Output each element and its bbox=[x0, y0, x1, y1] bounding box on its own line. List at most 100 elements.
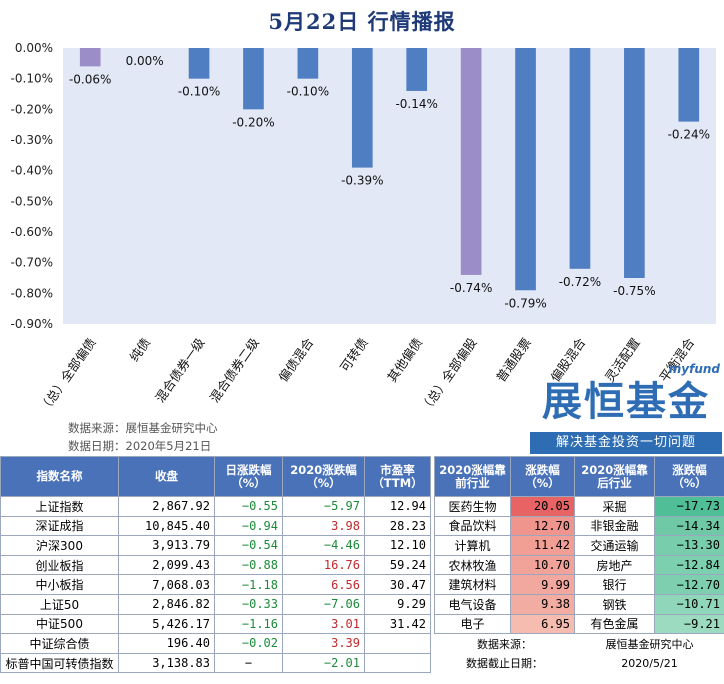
index-ytd-change-cell: 3.01 bbox=[282, 613, 365, 635]
sector-row: 医药生物 20.05 采掘 −17.73 bbox=[434, 496, 724, 517]
index-name-cell: 中小板指 bbox=[0, 574, 119, 595]
top-sector-name-cell: 电气设备 bbox=[434, 593, 511, 615]
index-close-cell: 2,867.92 bbox=[118, 496, 215, 517]
index-name-cell: 标普中国可转债指数 bbox=[0, 652, 119, 674]
y-tick-label: -0.60% bbox=[11, 225, 53, 239]
bar bbox=[406, 48, 428, 91]
index-pe-cell bbox=[364, 633, 431, 654]
bar-data-label: -0.74% bbox=[450, 281, 492, 295]
index-row: 沪深300 3,913.79 −0.54 −4.46 12.10 bbox=[0, 535, 431, 556]
index-row: 创业板指 2,099.43 −0.88 16.76 59.24 bbox=[0, 554, 431, 576]
index-ytd-change-cell: 3.98 bbox=[282, 515, 365, 537]
index-row: 标普中国可转债指数 3,138.83− −2.01 bbox=[0, 652, 431, 674]
bar-data-label: -0.10% bbox=[178, 85, 220, 99]
index-day-change-cell: −0.55 bbox=[214, 496, 283, 517]
index-ytd-change-cell: 16.76 bbox=[282, 554, 365, 576]
top-sector-name-cell: 农林牧渔 bbox=[434, 554, 511, 576]
bar bbox=[79, 48, 101, 67]
index-close-cell: 10,845.40 bbox=[118, 515, 215, 537]
index-pe-cell: 31.42 bbox=[364, 613, 431, 635]
sector-table: 2020涨幅靠前行业 涨跌幅（%） 2020涨幅靠后行业 涨跌幅（%） 医药生物… bbox=[434, 456, 724, 673]
index-name-cell: 沪深300 bbox=[0, 535, 119, 556]
index-name-cell: 上证50 bbox=[0, 593, 119, 615]
bar bbox=[243, 48, 264, 110]
header-day-change: 日涨跌幅（%） bbox=[214, 456, 283, 497]
index-name-cell: 深证成指 bbox=[0, 515, 119, 537]
y-tick-label: -0.70% bbox=[11, 256, 53, 270]
index-name-cell: 中证500 bbox=[0, 613, 119, 635]
header-close: 收盘 bbox=[118, 456, 215, 497]
top-sector-change-cell: 10.70 bbox=[510, 554, 575, 576]
sector-footer-date: 数据截止日期： 2020/5/21 bbox=[435, 653, 724, 673]
bottom-sector-name-cell: 采掘 bbox=[574, 496, 655, 517]
top-sector-change-cell: 9.38 bbox=[510, 593, 575, 615]
x-tick-label: （总）全部偏股 bbox=[417, 335, 480, 416]
index-row: 上证指数 2,867.92 −0.55 −5.97 12.94 bbox=[0, 496, 431, 517]
sector-footer-source: 数据来源： 展恒基金研究中心 bbox=[435, 634, 724, 654]
x-tick-label: 可转债 bbox=[337, 335, 371, 374]
bottom-sector-name-cell: 银行 bbox=[574, 574, 655, 595]
index-day-change-cell: −0.54 bbox=[214, 535, 283, 556]
logo-main-text: 展恒基金 bbox=[542, 379, 710, 425]
index-name-cell: 创业板指 bbox=[0, 554, 119, 576]
index-day-change-cell: −1.18 bbox=[214, 574, 283, 595]
index-day-change-cell: −0.33 bbox=[214, 593, 283, 615]
top-sector-change-cell: 9.99 bbox=[510, 574, 575, 595]
brand-logo: myfund 展恒基金 解决基金投资一切问题 bbox=[524, 362, 724, 458]
bar-data-label: -0.75% bbox=[613, 284, 655, 298]
index-ytd-change-cell: −4.46 bbox=[282, 535, 365, 556]
top-sector-change-cell: 20.05 bbox=[510, 496, 575, 517]
header-ytd-change: 2020涨跌幅（%） bbox=[282, 456, 365, 497]
bottom-sector-name-cell: 非银金融 bbox=[574, 515, 655, 537]
bar bbox=[678, 48, 700, 122]
index-pe-cell: 9.29 bbox=[364, 593, 431, 615]
bar-data-label: -0.20% bbox=[232, 115, 274, 129]
bar bbox=[460, 48, 482, 275]
index-name-cell: 上证指数 bbox=[0, 496, 119, 517]
source-note: 数据来源：展恒基金研究中心 bbox=[68, 421, 218, 435]
index-table-header: 指数名称 收盘 日涨跌幅（%） 2020涨跌幅（%） 市盈率（TTM） bbox=[0, 456, 431, 497]
bar bbox=[515, 48, 536, 291]
fund-category-bar-chart: 0.00% -0.10% -0.20% -0.30% -0.40% -0.50% -0.60… bbox=[11, 41, 716, 416]
sector-footer-source-label: 数据来源： bbox=[477, 637, 532, 651]
x-tick-label: 纯债 bbox=[126, 335, 153, 364]
y-tick-label: -0.10% bbox=[11, 72, 53, 86]
sector-row: 计算机 11.42 交通运输 −13.30 bbox=[434, 535, 724, 556]
header-bottom-change: 涨跌幅（%） bbox=[654, 456, 724, 497]
sector-table-header: 2020涨幅靠前行业 涨跌幅（%） 2020涨幅靠后行业 涨跌幅（%） bbox=[434, 456, 724, 497]
top-sector-change-cell: 6.95 bbox=[510, 613, 575, 635]
bar-data-label: -0.06% bbox=[69, 72, 111, 86]
index-pe-cell: 59.24 bbox=[364, 554, 431, 576]
bar-data-label: -0.79% bbox=[504, 296, 546, 310]
index-day-change-cell: − bbox=[214, 652, 283, 674]
bottom-sector-name-cell: 交通运输 bbox=[574, 535, 655, 556]
x-tick-label: 混合债券二级 bbox=[207, 335, 263, 405]
y-tick-label: -0.50% bbox=[11, 194, 53, 208]
top-sector-name-cell: 计算机 bbox=[434, 535, 511, 556]
index-close-cell: 7,068.03 bbox=[118, 574, 215, 595]
index-row: 深证成指 10,845.40 −0.94 3.98 28.23 bbox=[0, 515, 431, 537]
index-pe-cell: 12.94 bbox=[364, 496, 431, 517]
top-sector-name-cell: 医药生物 bbox=[434, 496, 511, 517]
index-close-cell: 196.40 bbox=[118, 633, 215, 654]
header-top-sector: 2020涨幅靠前行业 bbox=[434, 456, 511, 497]
bottom-sector-name-cell: 房地产 bbox=[574, 554, 655, 576]
page-title: 5月22日 行情播报 bbox=[268, 9, 456, 34]
index-pe-cell: 12.10 bbox=[364, 535, 431, 556]
index-pe-cell: 28.23 bbox=[364, 515, 431, 537]
y-tick-label: -0.80% bbox=[11, 286, 53, 300]
bar bbox=[297, 48, 319, 79]
top-sector-name-cell: 电子 bbox=[434, 613, 511, 635]
sector-row: 电子 6.95 有色金属 −9.21 bbox=[434, 613, 724, 635]
sector-footer-date-value: 2020/5/21 bbox=[621, 656, 678, 670]
y-tick-label: 0.00% bbox=[15, 41, 53, 55]
bottom-sector-change-cell: −9.21 bbox=[654, 613, 724, 635]
logo-myfund-text: myfund bbox=[668, 362, 720, 376]
bar bbox=[351, 48, 373, 168]
sector-footer-source-value: 展恒基金研究中心 bbox=[605, 637, 694, 651]
y-tick-label: -0.20% bbox=[11, 102, 53, 116]
index-close-cell: 3,913.79 bbox=[118, 535, 215, 556]
index-day-change-cell: −0.88 bbox=[214, 554, 283, 576]
bar-data-label: -0.14% bbox=[395, 97, 437, 111]
bottom-sector-change-cell: −12.84 bbox=[654, 554, 724, 576]
